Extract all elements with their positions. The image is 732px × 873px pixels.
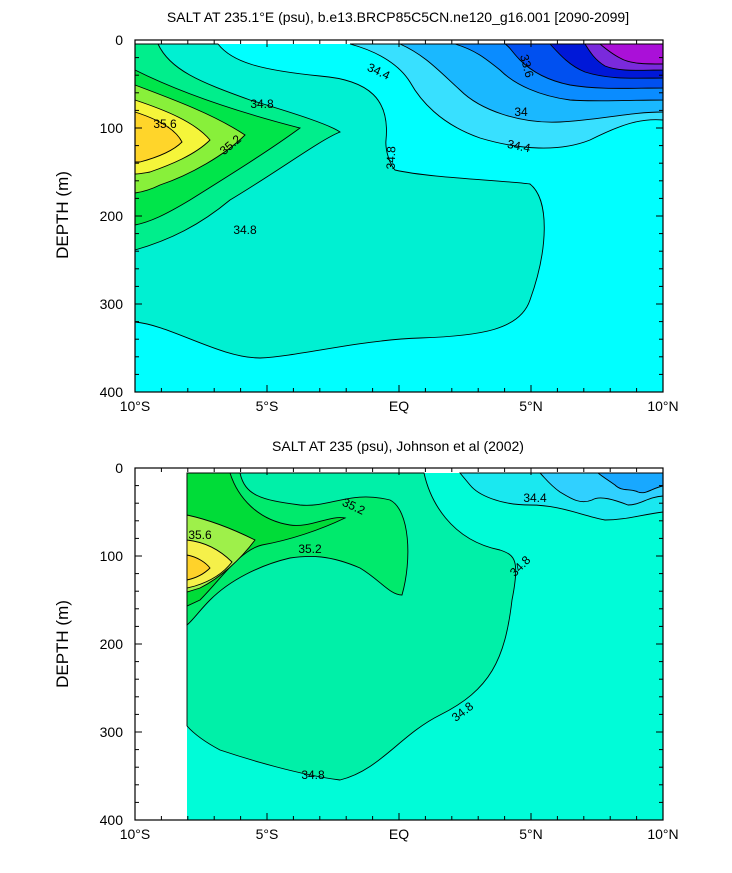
contour-label: 34.8 — [301, 768, 325, 782]
y-tick-label: 200 — [100, 208, 124, 224]
y-tick-label: 300 — [100, 296, 124, 312]
x-tick-label: EQ — [389, 398, 409, 414]
y-tick-label: 100 — [100, 548, 124, 564]
plot-area-bottom: 35.2 34.4 35.6 35.2 34.8 34.8 34.8 — [134, 467, 664, 821]
contour-label: 33.6 — [517, 53, 537, 79]
x-tick-label: 10°S — [120, 826, 151, 842]
contour-label: 34.8 — [384, 146, 399, 170]
contour-fill-34.0 — [596, 472, 664, 494]
contour-fill-33.0 — [598, 43, 664, 65]
contour-label: 34.4 — [523, 491, 547, 505]
x-tick-label: 5°N — [519, 398, 543, 414]
y-tick-label: 0 — [115, 32, 123, 48]
contour-label: 35.2 — [298, 542, 322, 556]
y-tick-label: 400 — [100, 812, 124, 828]
y-tick-label: 400 — [100, 384, 124, 400]
panel-top: SALT AT 235.1°E (psu), b.e13.BRCP85C5CN.… — [53, 9, 679, 414]
y-tick-label: 0 — [115, 460, 123, 476]
panel-top-title: SALT AT 235.1°E (psu), b.e13.BRCP85C5CN.… — [167, 9, 629, 25]
x-tick-label: 5°S — [256, 826, 279, 842]
x-tick-label: 5°N — [519, 826, 543, 842]
panel-bottom-ylabel: DEPTH (m) — [53, 600, 72, 688]
contour-label: 34 — [514, 105, 528, 119]
plot-area-top: 34.4 33.6 34.8 35.6 34 35.2 34.8 34.4 34… — [134, 39, 664, 393]
contour-label: 34.8 — [233, 223, 257, 237]
x-tick-label: 5°S — [256, 398, 279, 414]
x-tick-label: 10°N — [647, 398, 678, 414]
contour-label: 34.4 — [506, 137, 532, 156]
panel-bottom: SALT AT 235 (psu), Johnson et al (2002) … — [53, 438, 679, 842]
axes-bottom: 10°S 5°S EQ 5°N 10°N 0 100 200 300 400 — [100, 460, 679, 842]
contour-label: 34.8 — [250, 97, 274, 111]
contour-label: 35.6 — [188, 528, 212, 542]
y-tick-label: 200 — [100, 636, 124, 652]
contour-label: 35.6 — [153, 117, 177, 131]
contour-fill-35.8 — [134, 111, 183, 163]
y-tick-label: 300 — [100, 724, 124, 740]
x-tick-label: 10°S — [120, 398, 151, 414]
panel-bottom-title: SALT AT 235 (psu), Johnson et al (2002) — [272, 438, 524, 454]
y-tick-label: 100 — [100, 120, 124, 136]
panel-top-ylabel: DEPTH (m) — [53, 171, 72, 259]
contour-fill-35.8 — [186, 554, 211, 581]
axes-top: 10°S 5°S EQ 5°N 10°N 0 100 200 300 400 — [100, 32, 679, 414]
x-tick-label: 10°N — [647, 826, 678, 842]
x-tick-label: EQ — [389, 826, 409, 842]
